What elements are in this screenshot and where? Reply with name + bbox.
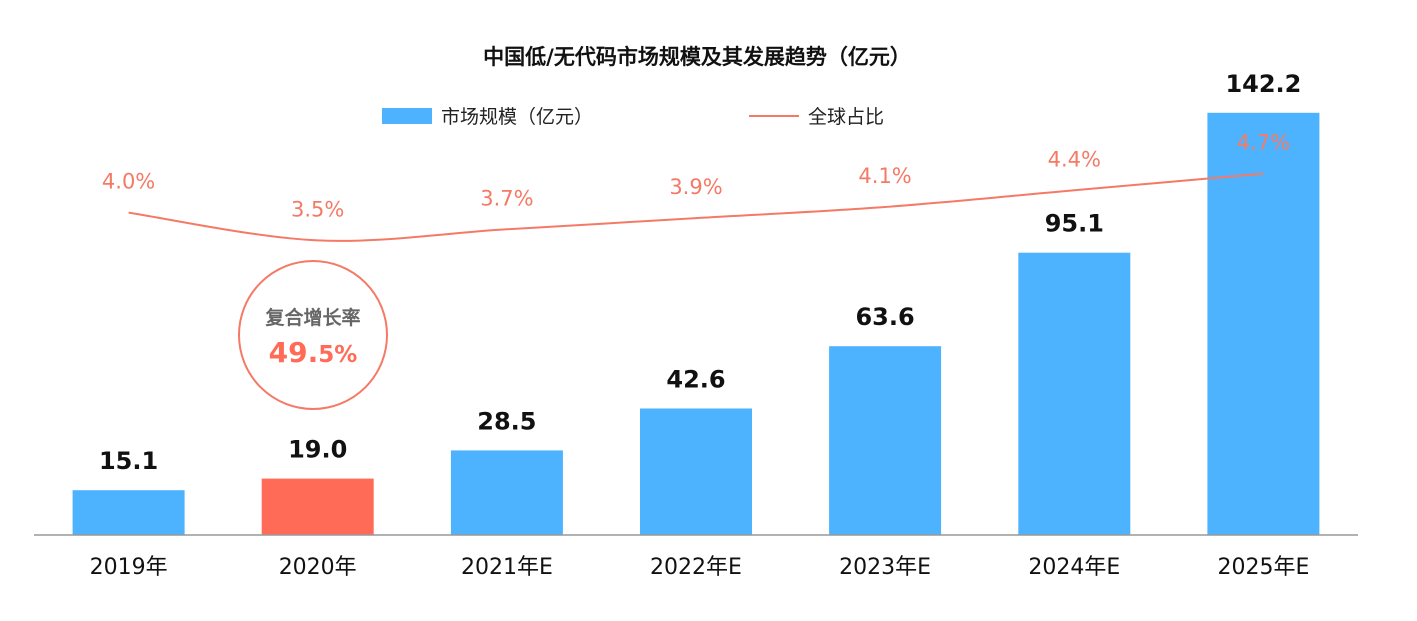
line-value-label: 4.7% — [1237, 131, 1290, 155]
x-tick-label: 2020年 — [279, 555, 357, 580]
bar-value-label: 42.6 — [666, 366, 725, 394]
cagr-annotation: 复合增长率 49.5% — [238, 260, 388, 410]
bar-value-label: 19.0 — [288, 436, 347, 464]
bar-value-label: 142.2 — [1225, 70, 1301, 98]
bar-value-label: 95.1 — [1045, 210, 1104, 238]
cagr-circle — [238, 260, 388, 410]
line-labels-layer: 4.0% 3.5% 3.7% 3.9% 4.1% 4.4% 4.7% — [102, 131, 1290, 222]
bar-2019年 — [72, 490, 185, 535]
legend: 市场规模（亿元） 全球占比 — [382, 106, 884, 128]
cagr-label: 复合增长率 — [264, 306, 360, 329]
x-tick-label: 2021年E — [461, 555, 553, 580]
x-axis-ticks: 2019年 2020年 2021年E 2022年E 2023年E 2024年E 2025年E — [90, 555, 1310, 580]
cagr-value-small: 5% — [318, 342, 357, 368]
line-value-label: 3.5% — [291, 197, 344, 221]
bar-value-label: 28.5 — [477, 407, 536, 435]
legend-line-label: 全球占比 — [808, 106, 884, 128]
bar-labels-layer: 15.1 19.0 28.5 42.6 63.6 95.1 142.2 — [99, 70, 1301, 475]
chart-title: 中国低/无代码市场规模及其发展趋势（亿元） — [483, 45, 911, 69]
line-layer — [128, 172, 1264, 242]
bar-2025年E — [1207, 112, 1320, 536]
line-value-label: 4.0% — [102, 170, 155, 194]
x-tick-label: 2025年E — [1217, 555, 1309, 580]
line-value-label: 3.9% — [669, 175, 722, 199]
x-tick-label: 2023年E — [839, 555, 931, 580]
x-tick-label: 2022年E — [650, 555, 742, 580]
x-tick-label: 2019年 — [90, 555, 168, 580]
bars-layer — [72, 112, 1320, 536]
line-value-label: 4.1% — [858, 164, 911, 188]
cagr-value: 49.5% — [269, 336, 358, 369]
legend-bar-swatch — [382, 108, 432, 124]
line-value-label: 3.7% — [480, 186, 533, 210]
bar-value-label: 63.6 — [855, 303, 914, 331]
bar-2023年E — [829, 346, 942, 535]
bar-2022年E — [640, 408, 752, 535]
bar-value-label: 15.1 — [99, 447, 158, 475]
bar-2021年E — [450, 450, 563, 535]
cagr-value-main: 49. — [269, 336, 319, 369]
bar-2024年E — [1018, 252, 1131, 535]
bar-2020年 — [261, 478, 374, 535]
x-tick-label: 2024年E — [1028, 555, 1120, 580]
global-share-line — [128, 172, 1264, 242]
line-value-label: 4.4% — [1048, 147, 1101, 171]
legend-bar-label: 市场规模（亿元） — [441, 106, 593, 128]
